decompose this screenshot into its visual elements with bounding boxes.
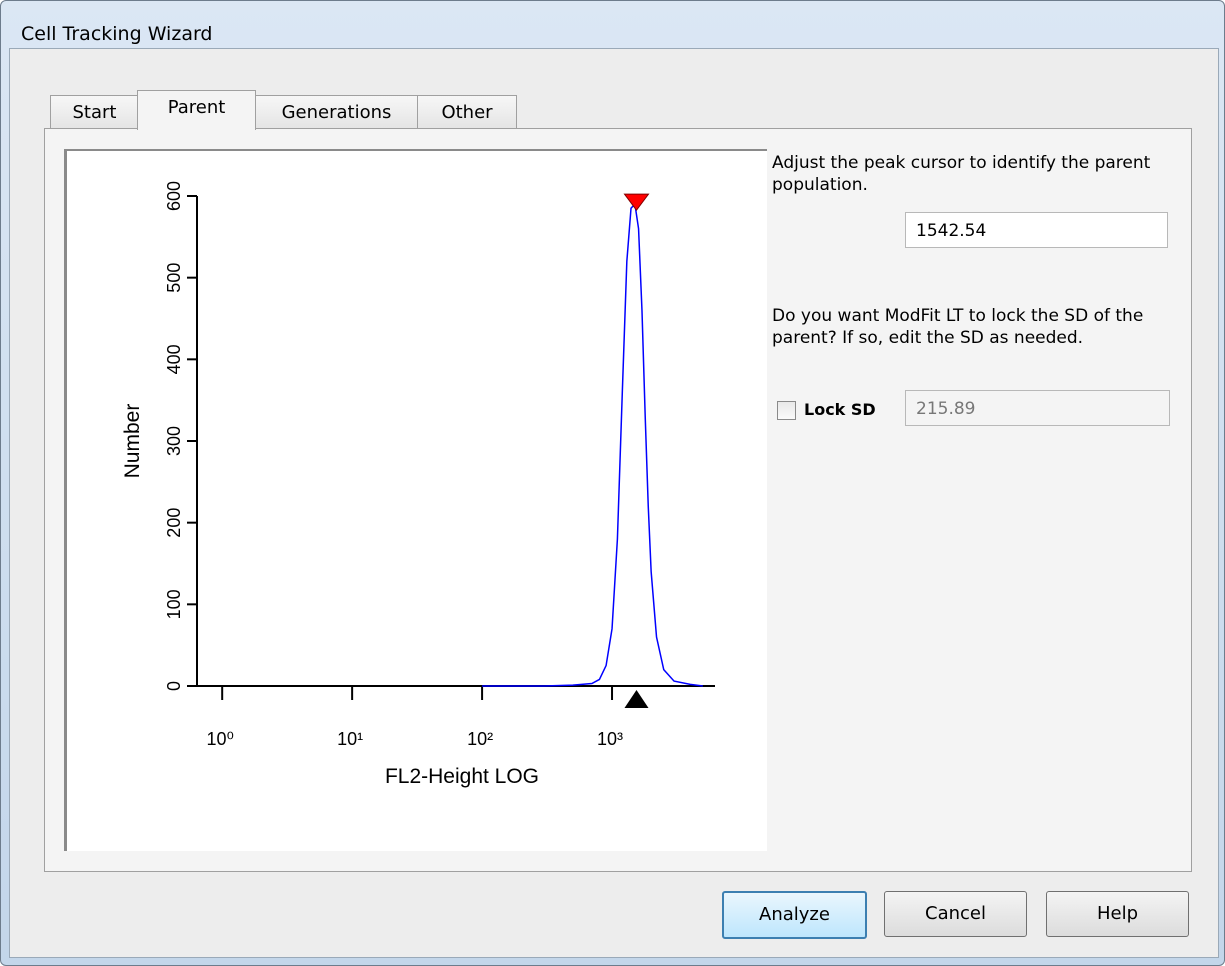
y-tick-label: 400 <box>164 344 184 374</box>
dialog-body: Start Parent Generations Other 0 100 200 300 40… <box>9 48 1219 958</box>
sd-input[interactable]: 215.89 <box>905 390 1170 426</box>
y-tick-label: 600 <box>164 181 184 211</box>
x-tick-label: 10³ <box>597 729 623 749</box>
x-tick-label: 10¹ <box>337 729 363 749</box>
peak-cursor-bottom <box>624 690 649 708</box>
lock-label[interactable]: Lock SD <box>804 400 876 419</box>
tab[interactable]: Parent <box>137 90 256 130</box>
x-tick-label: 10² <box>467 729 493 749</box>
window-title: Cell Tracking Wizard <box>21 23 213 45</box>
tab[interactable]: Other <box>417 95 517 129</box>
chart: 0 100 200 300 400 500 600 10⁰ 10¹ 10² 10³ FL2-Heigh… <box>121 181 715 788</box>
histogram-line <box>482 202 703 687</box>
tab[interactable]: Generations <box>254 95 419 129</box>
y-tick-label: 0 <box>164 681 184 691</box>
tab[interactable]: Start <box>50 95 139 129</box>
peak-input[interactable]: 1542.54 <box>905 212 1168 248</box>
chart-area: 0 100 200 300 400 500 600 10⁰ 10¹ 10² 10³ FL2-Heigh… <box>64 149 767 851</box>
peak-cursor-top <box>623 193 650 212</box>
x-tick-label: 10⁰ <box>207 729 234 749</box>
x-axis-title: FL2-Height LOG <box>385 765 539 788</box>
button[interactable]: Help <box>1046 891 1189 937</box>
instruction: Adjust the peak cursor to identify the p… <box>772 153 1151 195</box>
y-tick-label: 100 <box>164 589 184 619</box>
y-tick-label: 300 <box>164 426 184 456</box>
lock-checkbox[interactable] <box>777 401 796 420</box>
button[interactable]: Cancel <box>884 891 1027 937</box>
y-tick-label: 500 <box>164 263 184 293</box>
lock-question: Do you want ModFit LT to lock the SD of … <box>772 306 1144 348</box>
button[interactable]: Analyze <box>722 891 867 939</box>
y-axis-title: Number <box>121 404 144 479</box>
y-tick-label: 200 <box>164 508 184 538</box>
